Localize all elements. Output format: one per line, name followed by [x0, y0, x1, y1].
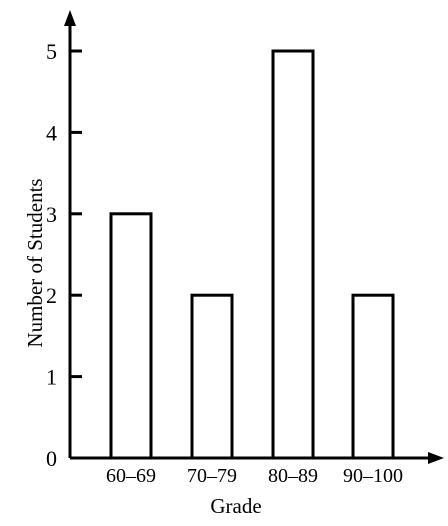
- x-tick-label-2: 70–79: [187, 465, 237, 487]
- bar-1: [109, 212, 153, 460]
- x-tick-label-1: 60–69: [106, 465, 156, 487]
- y-axis-title: Number of Students: [23, 178, 47, 347]
- y-axis-arrow: [64, 10, 76, 26]
- y-tick-label-5: 5: [46, 39, 57, 64]
- x-axis-arrow: [428, 452, 444, 464]
- x-axis-title: Grade: [210, 494, 261, 518]
- x-tick-label-4: 90–100: [343, 465, 403, 487]
- y-tick-label-4: 4: [46, 120, 57, 145]
- x-labels-group: 60–69 70–79 80–89 90–100: [106, 465, 403, 487]
- y-tick-label-3: 3: [46, 202, 57, 227]
- y-tick-label-0: 0: [46, 446, 57, 471]
- bars-group: [109, 49, 395, 460]
- axes-group: [64, 10, 444, 464]
- y-ticks-group: 0 1 2 3 4 5: [46, 39, 82, 471]
- y-tick-label-1: 1: [46, 365, 57, 390]
- bar-4: [351, 293, 395, 460]
- bar-2: [190, 293, 234, 460]
- x-tick-label-3: 80–89: [268, 465, 318, 487]
- bar-3: [271, 49, 315, 460]
- y-tick-label-2: 2: [46, 283, 57, 308]
